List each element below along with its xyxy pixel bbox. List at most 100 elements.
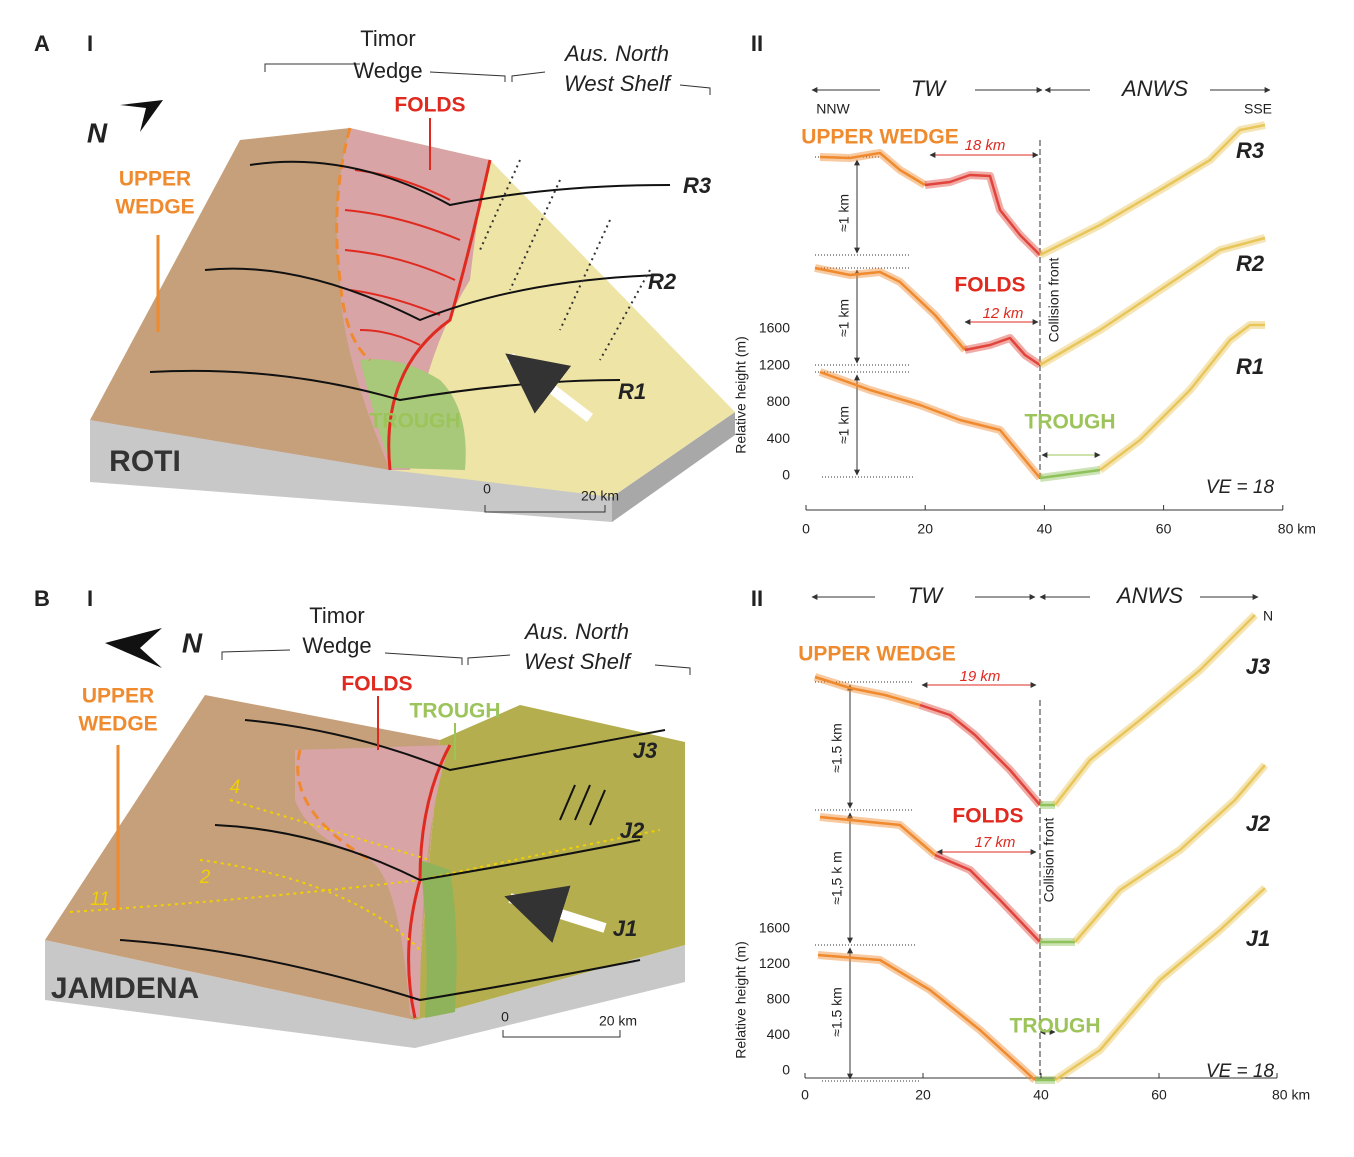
profile-label: R1 [1236, 354, 1264, 379]
panel-numeral: II [751, 586, 763, 611]
profile-halo [935, 855, 1040, 942]
profile-line [815, 677, 920, 705]
profile-label: J2 [1246, 811, 1271, 836]
x-tick-label: 20 [917, 521, 933, 537]
profile-label: R2 [648, 269, 677, 294]
profile-label: J3 [633, 738, 657, 763]
ve-label: VE = 18 [1206, 1061, 1275, 1082]
profile-label: J1 [613, 916, 637, 941]
island-label: JAMDENA [51, 972, 199, 1005]
y-tick-label: 1200 [759, 356, 790, 372]
x-tick-label: 80 km [1272, 1087, 1310, 1103]
y-tick-label: 800 [767, 991, 791, 1007]
x-tick-label: 60 [1156, 521, 1172, 537]
y-tick-label: 400 [767, 1026, 791, 1042]
trough-label: TROUGH [1010, 1015, 1101, 1038]
panel-letter: B [34, 586, 50, 611]
x-tick-label: 80 km [1278, 521, 1316, 537]
region-label: Aus. North [523, 619, 629, 644]
y-axis-label: Relative height (m) [733, 941, 749, 1059]
fold-width: 19 km [960, 668, 1001, 685]
trough-label: TROUGH [370, 410, 461, 433]
profile-halo [818, 955, 1035, 1080]
profile-label: R3 [1236, 138, 1264, 163]
relief-label: ≈1 km [836, 406, 852, 444]
north-label: N [87, 117, 108, 148]
x-tick-label: 0 [801, 1087, 809, 1103]
block-diagram-a [90, 64, 735, 522]
contour-label: 4 [230, 777, 241, 798]
profile-halo [920, 705, 1040, 805]
profile-halo [1040, 125, 1265, 255]
scale-label: 20 km [599, 1013, 637, 1029]
profile-label: J2 [620, 818, 645, 843]
scale-label: 20 km [581, 488, 619, 504]
profile-label: R3 [683, 173, 711, 198]
region-label: Wedge [302, 633, 371, 658]
profile-line [1040, 238, 1265, 365]
relief-label: ≈1 km [836, 194, 852, 232]
x-tick-label: 20 [915, 1087, 931, 1103]
domain-label: ANWS [1115, 583, 1183, 608]
panel-numeral: I [87, 31, 93, 56]
profile-line [818, 955, 1035, 1080]
direction-label: NNW [816, 101, 850, 117]
x-tick-label: 60 [1151, 1087, 1167, 1103]
island-label: ROTI [109, 445, 181, 478]
domain-label: ANWS [1120, 76, 1188, 101]
trough-label: TROUGH [410, 700, 501, 723]
relief-label: ≈1 km [836, 299, 852, 337]
ve-label: VE = 18 [1206, 477, 1275, 498]
domain-label: TW [908, 583, 944, 608]
contour-label: 2 [199, 867, 211, 888]
y-tick-label: 1600 [759, 920, 790, 936]
upper-wedge-label: UPPER WEDGE [798, 643, 956, 666]
y-tick-label: 800 [767, 393, 791, 409]
domain-label: TW [911, 76, 947, 101]
panel-numeral: I [87, 586, 93, 611]
contour-label: 11 [90, 889, 110, 910]
folds-label: FOLDS [394, 94, 465, 117]
y-axis-label: Relative height (m) [733, 336, 749, 454]
x-tick-label: 0 [802, 521, 810, 537]
y-tick-label: 0 [782, 1062, 790, 1078]
region-label: Aus. North [563, 41, 669, 66]
collision-label: Collision front [1046, 257, 1062, 342]
region-label: West Shelf [564, 71, 673, 96]
fold-width: 18 km [965, 137, 1006, 154]
panel-letter: A [34, 31, 50, 56]
y-tick-label: 1600 [759, 320, 790, 336]
relief-label: ≈1,5 k m [829, 851, 845, 905]
profile-label: R1 [618, 379, 646, 404]
trough-label: TROUGH [1025, 411, 1116, 434]
fold-width: 17 km [975, 834, 1016, 851]
y-tick-label: 400 [767, 430, 791, 446]
upper-wedge-label: UPPER [119, 168, 191, 191]
folds-label: FOLDS [341, 673, 412, 696]
folds-label: FOLDS [954, 274, 1025, 297]
fold-width: 12 km [983, 305, 1024, 322]
figure: A I N Timor Wedge Aus. North West Shelf UPPER WE… [0, 0, 1354, 1157]
profile-halo [925, 175, 1040, 255]
scale-label: 0 [501, 1009, 509, 1025]
profile-label: J1 [1246, 926, 1270, 951]
y-tick-label: 0 [782, 467, 790, 483]
relief-label: ≈1.5 km [829, 987, 845, 1037]
scale-label: 0 [483, 481, 491, 497]
folds-label: FOLDS [952, 805, 1023, 828]
x-tick-label: 40 [1033, 1087, 1049, 1103]
region-label: Wedge [353, 58, 422, 83]
upper-wedge-label: UPPER [82, 685, 154, 708]
collision-label: Collision front [1041, 817, 1057, 902]
north-label: N [182, 627, 203, 658]
region-label: West Shelf [524, 649, 633, 674]
region-label: Timor [360, 26, 415, 51]
x-tick-label: 40 [1037, 521, 1053, 537]
upper-wedge-label: WEDGE [115, 196, 194, 219]
upper-wedge-label: WEDGE [78, 713, 157, 736]
region-label: Timor [309, 603, 364, 628]
direction-label: N [1263, 608, 1273, 624]
profile-label: R2 [1236, 251, 1265, 276]
y-tick-label: 1200 [759, 955, 790, 971]
profile-label: J3 [1246, 654, 1270, 679]
